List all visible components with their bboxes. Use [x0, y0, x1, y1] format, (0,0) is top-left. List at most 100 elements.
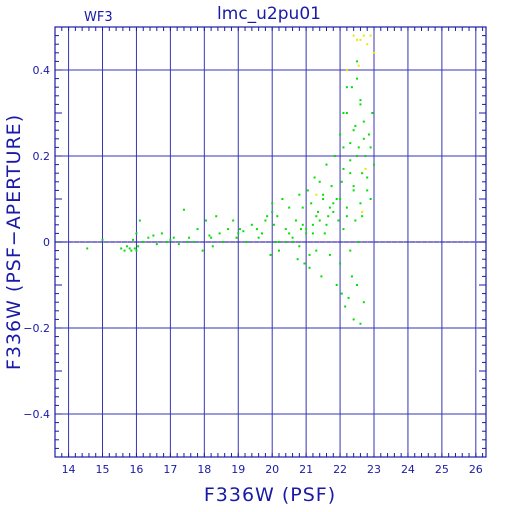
y-tick-label: 0.4 — [33, 64, 51, 77]
data-point — [366, 189, 369, 192]
data-point — [315, 249, 318, 252]
data-point — [245, 241, 248, 243]
data-point — [177, 243, 180, 246]
data-point — [298, 193, 301, 196]
data-point — [344, 305, 347, 308]
data-point — [340, 180, 343, 183]
y-tick-label: −0.4 — [23, 408, 50, 421]
data-point — [238, 228, 241, 231]
data-point — [340, 292, 343, 295]
data-point — [357, 241, 360, 243]
flagged-data-point — [357, 64, 360, 67]
data-point — [242, 230, 245, 233]
data-point — [325, 223, 328, 226]
data-point — [332, 202, 335, 205]
data-point — [335, 198, 338, 200]
data-point — [266, 215, 269, 218]
flagged-data-point — [315, 193, 318, 196]
flagged-data-point — [352, 34, 355, 37]
data-point — [356, 77, 359, 80]
data-point — [359, 99, 362, 102]
data-point — [133, 247, 136, 250]
data-point — [277, 241, 280, 243]
data-point — [218, 232, 221, 235]
data-point — [274, 241, 277, 243]
data-point — [337, 219, 340, 222]
data-point — [300, 228, 303, 231]
data-point — [305, 228, 308, 231]
data-point — [308, 266, 311, 269]
data-point — [330, 185, 333, 188]
data-point — [305, 232, 308, 235]
data-point — [345, 215, 348, 218]
data-point — [367, 133, 370, 136]
y-tick-label: 0.2 — [33, 150, 51, 163]
flagged-data-point — [364, 167, 367, 170]
data-point — [345, 86, 348, 89]
y-tick-label: 0 — [43, 236, 50, 249]
x-tick-label: 23 — [367, 463, 381, 476]
data-point — [350, 86, 353, 89]
data-point — [359, 322, 362, 325]
data-point — [172, 236, 175, 239]
data-point — [317, 210, 320, 213]
x-tick-label: 17 — [163, 463, 177, 476]
data-point — [276, 215, 279, 218]
data-point — [284, 241, 287, 243]
data-point — [208, 234, 211, 237]
data-point — [333, 155, 336, 157]
data-point — [135, 249, 138, 252]
data-point — [310, 202, 313, 205]
data-point — [301, 223, 304, 226]
data-point — [186, 241, 189, 243]
x-tick-label: 22 — [333, 463, 347, 476]
data-point — [132, 238, 135, 241]
data-point — [342, 112, 345, 114]
data-point — [328, 206, 331, 209]
data-point — [193, 241, 196, 243]
data-point — [257, 236, 260, 239]
data-point — [361, 215, 364, 218]
data-point — [182, 208, 185, 211]
data-point — [165, 241, 168, 243]
data-point — [128, 247, 131, 250]
data-point — [291, 236, 294, 239]
data-point — [339, 262, 342, 265]
data-point — [311, 223, 314, 226]
data-point — [308, 253, 311, 256]
data-point — [152, 234, 155, 237]
data-point — [349, 159, 352, 162]
data-point — [364, 155, 367, 157]
data-point — [328, 253, 331, 256]
data-point — [373, 163, 376, 166]
data-point — [188, 236, 191, 239]
data-point — [320, 275, 323, 278]
axis-ticks — [54, 26, 486, 458]
data-point — [342, 146, 345, 149]
data-point — [137, 245, 140, 248]
data-point — [315, 215, 318, 218]
data-point — [303, 262, 306, 265]
data-point — [322, 198, 325, 200]
data-point — [123, 249, 126, 252]
data-point — [135, 232, 138, 235]
x-tick-label: 16 — [129, 463, 143, 476]
data-point — [339, 198, 342, 200]
x-tick-label: 18 — [197, 463, 211, 476]
flagged-data-point — [362, 34, 365, 37]
data-point — [369, 146, 372, 149]
data-point — [101, 238, 104, 241]
x-axis-label: F336W (PSF) — [204, 484, 336, 506]
data-point — [237, 232, 240, 235]
data-point — [325, 163, 328, 166]
y-tick-label: −0.2 — [23, 322, 50, 335]
data-point — [362, 120, 365, 123]
data-point — [221, 241, 224, 243]
flagged-data-point — [359, 38, 362, 41]
data-point — [272, 223, 275, 226]
data-point — [210, 236, 213, 239]
data-point — [120, 247, 123, 250]
data-point — [232, 219, 235, 222]
data-point — [357, 146, 360, 149]
